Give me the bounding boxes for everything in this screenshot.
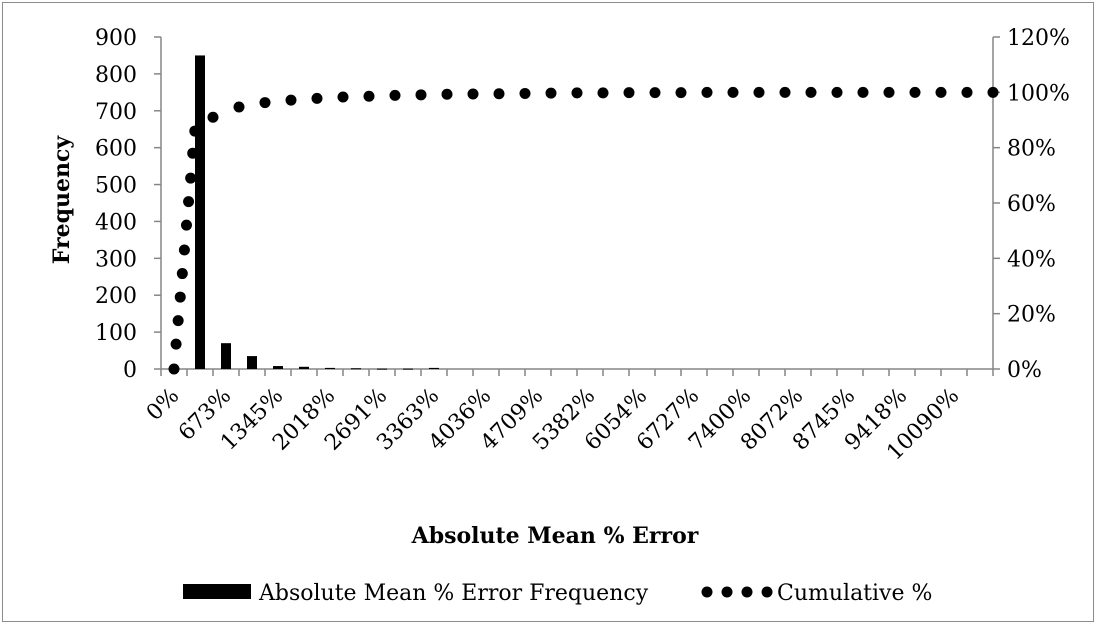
y-tick-label: 600 [95, 137, 137, 162]
frequency-bar [195, 55, 205, 369]
frequency-bar [377, 368, 387, 370]
cumulative-point [259, 97, 271, 109]
cumulative-point [311, 92, 323, 104]
cumulative-point [187, 147, 199, 159]
pareto-chart: 0 100 200 300 400 500 600 700 800 900 0% 20% 40% 60% 8… [49, 26, 1070, 606]
cumulative-point [207, 111, 219, 123]
cumulative-point [727, 86, 739, 98]
cumulative-point [415, 89, 427, 101]
legend-dot [721, 586, 733, 598]
cumulative-point [779, 86, 791, 98]
cumulative-point [519, 87, 531, 99]
cumulative-point [441, 88, 453, 100]
frequency-bar [221, 343, 231, 369]
cumulative-point [493, 88, 505, 100]
cumulative-point [883, 86, 895, 98]
cumulative-point [909, 86, 921, 98]
tick-labels-group: 0 100 200 300 400 500 600 700 800 900 0% 20% 40% 60% 8… [95, 26, 1070, 466]
cumulative-point [857, 86, 869, 98]
y2-tick-label: 20% [1007, 303, 1056, 328]
cumulative-point [172, 315, 184, 327]
y2-tick-label: 80% [1007, 137, 1056, 162]
y-axis-title: Frequency [49, 135, 75, 265]
y-tick-label: 700 [95, 100, 137, 125]
cumulative-point [170, 338, 182, 350]
cumulative-point [831, 86, 843, 98]
y-tick-label: 400 [95, 210, 137, 235]
legend-label-cumulative: Cumulative % [777, 581, 932, 606]
cumulative-point [805, 86, 817, 98]
y2-tick-label: 120% [1007, 26, 1070, 51]
cumulative-point [961, 86, 973, 98]
cumulative-point [233, 101, 245, 113]
cumulative-point [389, 89, 401, 101]
y2-tick-label: 0% [1007, 358, 1042, 383]
y-tick-label: 100 [95, 321, 137, 346]
frequency-bar [403, 368, 413, 370]
cumulative-point [753, 86, 765, 98]
cumulative-point [178, 244, 190, 256]
legend-swatch-frequency [183, 584, 251, 599]
legend-swatch-cumulative [701, 586, 773, 598]
cumulative-point [185, 172, 197, 184]
y-tick-label: 800 [95, 63, 137, 88]
cumulative-point [176, 268, 188, 280]
legend-label-frequency: Absolute Mean % Error Frequency [258, 581, 649, 606]
cumulative-point [675, 87, 687, 99]
cumulative-point [180, 219, 192, 231]
cumulative-point [649, 87, 661, 99]
cumulative-point [571, 87, 583, 99]
bars-group [195, 55, 439, 370]
y-tick-label: 300 [95, 247, 137, 272]
x-axis-title: Absolute Mean % Error [411, 523, 699, 549]
y2-tick-label: 60% [1007, 192, 1056, 217]
cumulative-point [701, 86, 713, 98]
frequency-bar [351, 368, 361, 370]
legend-dot [761, 586, 773, 598]
x-tick-label: 0% [142, 384, 184, 426]
legend: Absolute Mean % Error Frequency Cumulati… [183, 581, 932, 606]
frequency-bar [299, 366, 309, 369]
cumulative-point [174, 291, 186, 303]
cumulative-points-group [168, 86, 999, 375]
cumulative-point [987, 86, 999, 98]
cumulative-point [597, 87, 609, 99]
y2-tick-label: 40% [1007, 247, 1056, 272]
cumulative-point [935, 86, 947, 98]
cumulative-point [337, 91, 349, 103]
y-tick-label: 900 [95, 26, 137, 51]
frequency-bar [429, 367, 439, 369]
y-tick-label: 200 [95, 284, 137, 309]
y-tick-label: 500 [95, 174, 137, 199]
legend-dot [741, 586, 753, 598]
cumulative-point [467, 88, 479, 100]
frequency-bar [325, 367, 335, 369]
cumulative-point [363, 90, 375, 102]
frequency-bar [247, 356, 257, 369]
cumulative-point [285, 94, 297, 106]
cumulative-point [545, 87, 557, 99]
cumulative-point [623, 87, 635, 99]
cumulative-point [183, 196, 195, 208]
frequency-bar [273, 366, 283, 369]
cumulative-point [189, 125, 201, 137]
y-tick-label: 0 [123, 358, 137, 383]
legend-dot [701, 586, 713, 598]
cumulative-point [168, 363, 180, 375]
y2-tick-label: 100% [1007, 81, 1070, 106]
